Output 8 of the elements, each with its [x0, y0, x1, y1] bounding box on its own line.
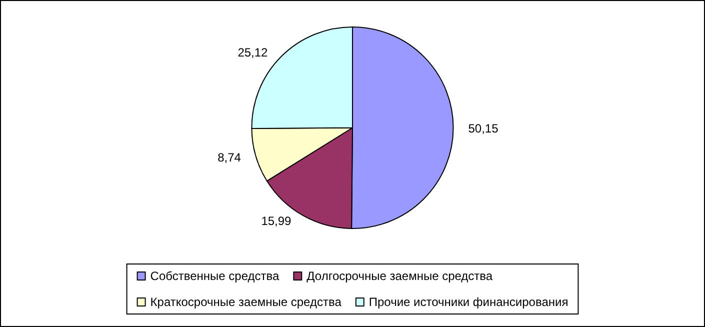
data-label: 50,15 — [468, 121, 499, 136]
legend-label: Долгосрочные заемные средства — [306, 269, 493, 283]
legend-label: Краткосрочные заемные средства — [150, 295, 342, 309]
legend-label: Прочие источники финансирования — [368, 295, 568, 309]
data-label: 25,12 — [238, 46, 268, 60]
data-label: 8,74 — [218, 150, 242, 164]
legend-label: Собственные средства — [150, 269, 280, 283]
data-label: 15,99 — [261, 214, 292, 228]
